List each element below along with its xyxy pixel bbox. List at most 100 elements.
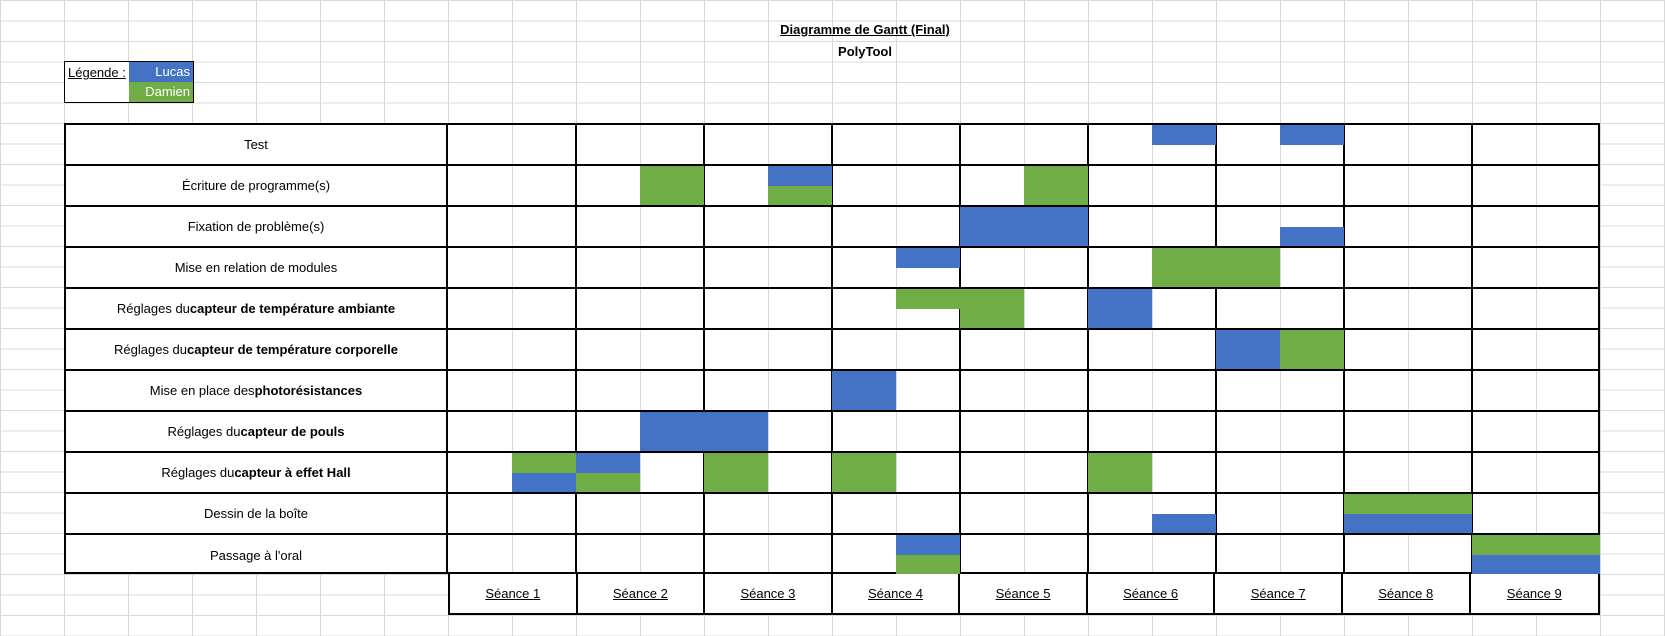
gantt-bar-lucas (832, 371, 896, 410)
gantt-bar-damien (1216, 248, 1280, 287)
gantt-bar-damien (576, 472, 640, 492)
gantt-bar-lucas (896, 535, 960, 555)
seance-divider (703, 125, 705, 572)
gantt-bar-lucas (1152, 125, 1216, 145)
task-row[interactable]: Dessin de la boîte (66, 494, 446, 535)
gantt-bar-damien (1344, 494, 1472, 514)
task-row[interactable]: Réglages du capteur de température ambia… (66, 289, 446, 330)
seance-divider (1087, 125, 1089, 572)
task-list: Test Écriture de programme(s) Fixation de … (64, 123, 448, 574)
gantt-bar-lucas (576, 453, 640, 473)
gantt-bar-damien (1280, 330, 1344, 369)
task-row[interactable]: Écriture de programme(s) (66, 166, 446, 207)
seance-label: Séance 7 (1215, 574, 1343, 613)
half-seance-divider (1536, 125, 1537, 572)
gantt-bar-lucas (1280, 226, 1344, 246)
half-seance-divider (640, 125, 641, 572)
gantt-bar-damien (640, 166, 704, 205)
legend-label: Légende : (68, 65, 126, 80)
chart-title: Diagramme de Gantt (Final) (780, 22, 950, 37)
gantt-bar-lucas (512, 472, 576, 492)
task-row[interactable]: Passage à l'oral (66, 535, 446, 576)
task-row[interactable]: Mise en relation de modules (66, 248, 446, 289)
gantt-bar-lucas (1472, 554, 1600, 574)
seance-label: Séance 2 (578, 574, 706, 613)
task-label: Test (244, 137, 268, 152)
task-row[interactable]: Fixation de problème(s) (66, 207, 446, 248)
seance-divider (1343, 125, 1345, 572)
gantt-bar-lucas (1344, 513, 1472, 533)
gantt-grid (448, 123, 1600, 574)
seance-label: Séance 3 (705, 574, 833, 613)
row-divider (448, 287, 1598, 289)
half-seance-divider (1408, 125, 1409, 572)
gantt-bar-lucas (1088, 289, 1152, 328)
task-row[interactable]: Test (66, 125, 446, 166)
task-label: Réglages du (167, 424, 241, 439)
seance-axis: Séance 1 Séance 2 Séance 3 Séance 4 Séance 5… (448, 574, 1600, 615)
row-divider (448, 246, 1598, 248)
task-label-bold: capteur de température corporelle (187, 342, 398, 357)
task-row[interactable]: Réglages du capteur de température corpo… (66, 330, 446, 371)
task-label: Réglages du (116, 301, 190, 316)
task-label-bold: capteur de température ambiante (189, 301, 396, 316)
gantt-bar-damien (1472, 535, 1600, 555)
gantt-bar-damien (896, 289, 960, 309)
task-label: Fixation de problème(s) (187, 219, 325, 234)
row-divider (448, 410, 1598, 412)
gantt-bar-damien (960, 289, 1024, 328)
row-divider (448, 164, 1598, 166)
gantt-bar-damien (704, 453, 768, 492)
seance-label: Séance 4 (833, 574, 961, 613)
gantt-bar-lucas (1216, 330, 1280, 369)
task-row[interactable]: Mise en place des photorésistances (66, 371, 446, 412)
seance-label: Séance 5 (960, 574, 1088, 613)
task-label-bold: capteur de pouls (240, 424, 345, 439)
gantt-bar-damien (1024, 166, 1088, 205)
half-seance-divider (1024, 125, 1025, 572)
gantt-bar-damien (1152, 248, 1216, 287)
task-label: Réglages du (114, 342, 188, 357)
task-label: Passage à l'oral (209, 548, 303, 563)
gantt-bar-lucas (1152, 513, 1216, 533)
half-seance-divider (896, 125, 897, 572)
chart-subtitle: PolyTool (838, 44, 892, 59)
row-divider (448, 492, 1598, 494)
row-divider (448, 533, 1598, 535)
seance-label: Séance 8 (1343, 574, 1471, 613)
task-label-bold: photorésistances (254, 383, 363, 398)
half-seance-divider (1152, 125, 1153, 572)
seance-divider (575, 125, 577, 572)
gantt-bar-damien (896, 554, 960, 574)
task-row[interactable]: Réglages du capteur à effet Hall (66, 453, 446, 494)
row-divider (448, 451, 1598, 453)
task-label: Réglages du (161, 465, 235, 480)
legend: Légende : Lucas Damien (64, 61, 194, 103)
gantt-bar-lucas (960, 207, 1088, 246)
half-seance-divider (768, 125, 769, 572)
seance-divider (1471, 125, 1473, 572)
gantt-bar-lucas (704, 412, 768, 451)
gantt-bar-lucas (768, 166, 832, 186)
row-divider (448, 205, 1598, 207)
seance-divider (831, 125, 833, 572)
seance-label: Séance 9 (1506, 586, 1562, 601)
gantt-bar-lucas (1280, 125, 1344, 145)
row-divider (448, 328, 1598, 330)
task-label: Mise en place des (149, 383, 255, 398)
task-label: Écriture de programme(s) (181, 178, 331, 193)
legend-item-damien: Damien (129, 82, 193, 102)
gantt-bar-damien (1088, 453, 1152, 492)
gantt-bar-damien (512, 453, 576, 473)
task-label: Mise en relation de modules (174, 260, 338, 275)
task-label: Dessin de la boîte (203, 506, 309, 521)
task-label-bold: capteur à effet Hall (234, 465, 351, 480)
half-seance-divider (512, 125, 513, 572)
gantt-bar-damien (768, 185, 832, 205)
seance-label: Séance 1 (450, 574, 578, 613)
task-row[interactable]: Réglages du capteur de pouls (66, 412, 446, 453)
row-divider (448, 369, 1598, 371)
gantt-bar-damien (832, 453, 896, 492)
gantt-bar-lucas (640, 412, 704, 451)
seance-divider (959, 125, 961, 572)
